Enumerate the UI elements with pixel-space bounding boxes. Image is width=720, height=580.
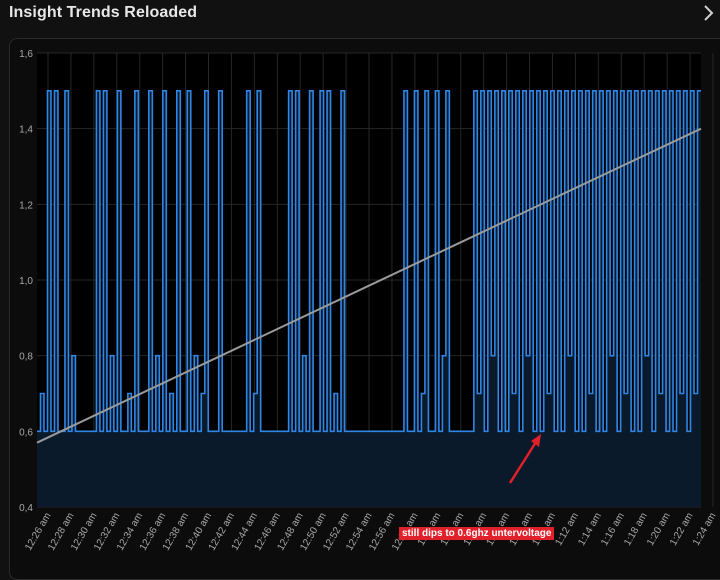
card-header: Insight Trends Reloaded bbox=[0, 0, 720, 30]
annotation-arrowhead bbox=[531, 434, 541, 447]
y-tick-label: 1,6 bbox=[19, 49, 33, 60]
y-tick-label: 0,6 bbox=[19, 427, 33, 438]
trend-line bbox=[36, 127, 702, 444]
y-tick-label: 0,4 bbox=[19, 503, 33, 514]
y-tick-label: 1,2 bbox=[19, 200, 33, 211]
y-tick-label: 1,4 bbox=[19, 125, 33, 136]
y-tick-label: 1,0 bbox=[19, 276, 33, 287]
annotation-label: still dips to 0.6ghz untervoltage bbox=[399, 527, 555, 540]
annotation-arrow bbox=[508, 441, 538, 484]
series-area bbox=[37, 90, 701, 508]
chart-card: 0,4 0,6 0,8 1,0 1,2 1,4 1,6 12:26 am 12:28 am 12:… bbox=[9, 38, 720, 580]
card-title: Insight Trends Reloaded bbox=[9, 4, 198, 21]
series-line bbox=[37, 90, 701, 433]
y-tick-label: 0,8 bbox=[19, 352, 33, 363]
chevron-right-icon[interactable] bbox=[700, 2, 718, 24]
